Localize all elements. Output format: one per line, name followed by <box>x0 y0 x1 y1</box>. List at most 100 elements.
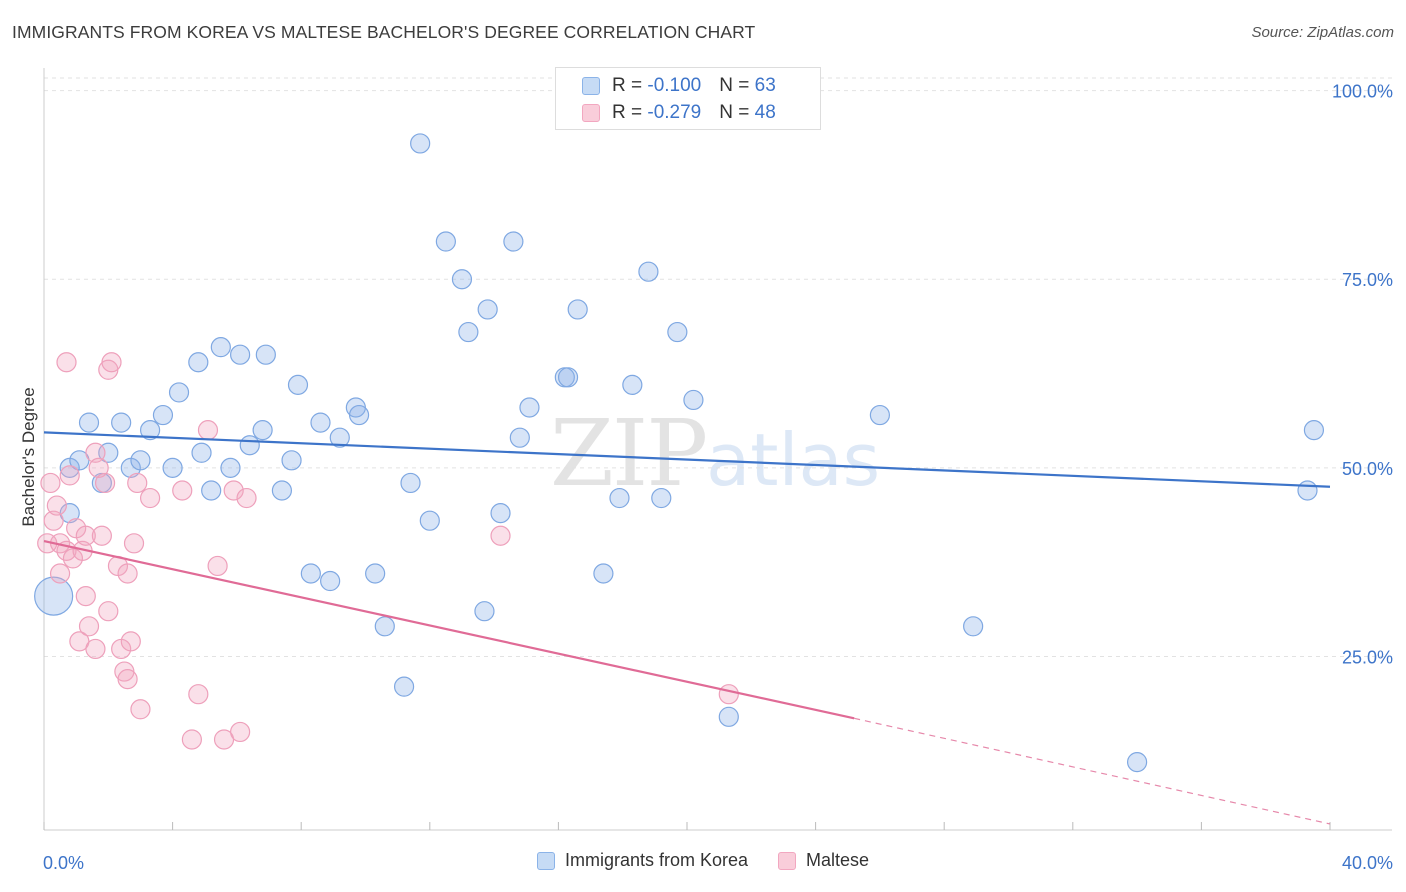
legend-item-korea[interactable]: Immigrants from Korea <box>536 850 748 871</box>
korea-point <box>1126 751 1148 773</box>
korea-point <box>638 261 659 282</box>
maltese-r-text: R = -0.279 <box>612 102 702 123</box>
maltese-point <box>85 442 106 463</box>
maltese-point <box>91 525 112 546</box>
maltese-point <box>40 472 61 494</box>
maltese-point <box>98 601 119 622</box>
korea-point <box>130 450 151 471</box>
maltese-point <box>236 487 257 509</box>
korea-point <box>320 570 341 592</box>
korea-point <box>651 487 672 509</box>
maltese-point <box>88 457 109 478</box>
korea-point <box>152 404 174 426</box>
korea-point <box>609 487 630 509</box>
maltese-point <box>490 525 511 546</box>
korea-point <box>718 706 739 727</box>
y-tick-label: 25.0% <box>1342 647 1393 667</box>
korea-point <box>220 457 241 478</box>
stats-row-maltese: R = -0.279 N = 48 <box>582 102 776 124</box>
watermark: ZIPatlas <box>550 400 880 507</box>
y-tick-label: 75.0% <box>1342 270 1393 290</box>
axes <box>43 68 1392 831</box>
maltese-point <box>117 563 138 584</box>
maltese-swatch <box>582 104 600 122</box>
maltese-point <box>718 684 739 705</box>
korea-n-text: N = 63 <box>719 75 776 96</box>
korea-point <box>474 601 495 622</box>
maltese-trend-extension <box>854 717 1331 825</box>
korea-point <box>210 337 231 358</box>
maltese-n-text: N = 48 <box>719 102 776 123</box>
y-tick-label: 50.0% <box>1342 459 1393 479</box>
korea-point <box>869 404 891 426</box>
korea-point <box>252 420 273 441</box>
korea-point <box>287 374 309 395</box>
korea-point <box>111 412 132 433</box>
korea-point <box>374 616 395 637</box>
maltese-point <box>85 638 106 660</box>
korea-point <box>281 450 302 471</box>
korea-point <box>168 382 190 403</box>
korea-point <box>393 676 415 697</box>
korea-point <box>458 321 479 343</box>
korea-points <box>34 133 1325 773</box>
x-tick-label: 40.0% <box>1342 853 1393 873</box>
maltese-point <box>75 525 96 546</box>
korea-point <box>365 563 386 584</box>
stats-row-korea: R = -0.100 N = 63 <box>582 75 776 97</box>
maltese-point <box>207 555 228 577</box>
korea-point <box>509 427 530 448</box>
maltese-point <box>181 729 202 750</box>
grid <box>44 77 1392 657</box>
maltese-point <box>43 510 64 531</box>
korea-swatch <box>582 77 600 95</box>
maltese-point <box>46 495 67 516</box>
maltese-point <box>130 699 151 720</box>
trend-lines <box>43 431 1331 825</box>
korea-point <box>255 344 276 365</box>
korea-point <box>201 480 222 501</box>
maltese-point <box>172 480 193 501</box>
maltese-point <box>101 352 122 373</box>
korea-point <box>963 616 984 637</box>
maltese-point <box>188 684 209 705</box>
korea-point <box>410 133 431 154</box>
korea-point <box>477 299 498 320</box>
maltese-trend-line <box>43 539 855 720</box>
korea-point <box>1303 420 1325 441</box>
korea-point <box>667 321 688 343</box>
korea-point <box>557 367 579 388</box>
y-axis-label: Bachelor's Degree <box>19 387 38 526</box>
korea-point <box>683 389 704 411</box>
maltese-point <box>94 472 116 494</box>
korea-point <box>239 435 260 456</box>
korea-point <box>567 299 588 320</box>
source-label: Source: ZipAtlas.com <box>1251 24 1394 41</box>
maltese-point <box>230 721 251 743</box>
legend-item-maltese[interactable]: Maltese <box>778 850 869 871</box>
watermark-atlas: atlas <box>706 418 881 502</box>
korea-point <box>78 412 100 433</box>
korea-point <box>162 457 183 478</box>
maltese-point <box>223 480 244 501</box>
legend-korea-swatch <box>536 851 555 870</box>
korea-point <box>348 404 370 426</box>
korea-point <box>271 480 293 501</box>
watermark-zip: ZIP <box>550 400 708 507</box>
maltese-point <box>123 533 145 554</box>
korea-point <box>519 397 540 418</box>
korea-point <box>34 576 74 616</box>
korea-point <box>451 269 473 290</box>
maltese-point <box>49 563 71 584</box>
korea-point <box>300 563 321 584</box>
korea-point <box>310 412 331 433</box>
korea-point <box>419 510 440 531</box>
maltese-point <box>127 472 148 494</box>
korea-r-text: R = -0.100 <box>612 75 702 96</box>
stats-box: R = -0.100 N = 63 R = -0.279 N = 48 <box>555 67 821 130</box>
korea-point <box>329 427 350 448</box>
maltese-point <box>75 586 96 607</box>
y-tick-label: 100.0% <box>1332 82 1393 102</box>
korea-point <box>188 352 209 373</box>
x-tick-label: 0.0% <box>43 853 84 873</box>
